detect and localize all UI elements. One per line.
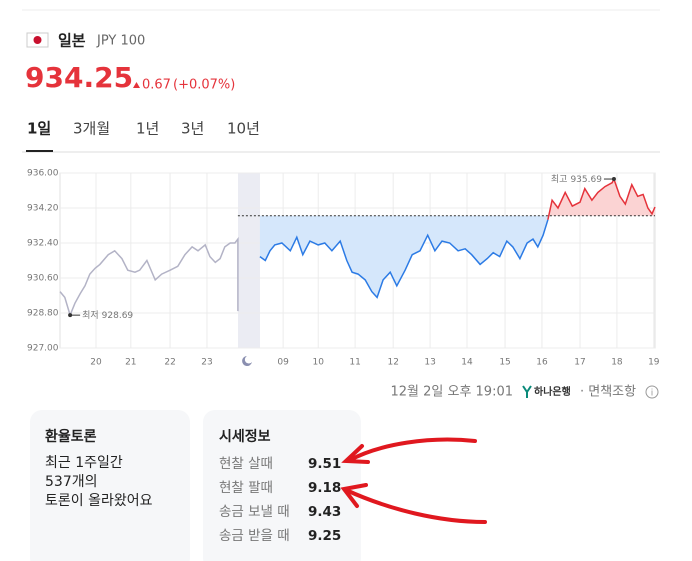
x-tick-label: 15: [499, 358, 510, 368]
arrowhead: [340, 483, 368, 508]
x-tick-label: 17: [574, 358, 585, 368]
x-tick-label: 23: [201, 358, 212, 368]
x-tick-label: 11: [349, 358, 360, 368]
x-tick-label: 14: [461, 358, 473, 368]
quote-label: 현찰 살때: [219, 456, 273, 472]
extreme-label-value: 935.69: [570, 175, 602, 185]
price-line: [259, 219, 549, 299]
tab[interactable]: 3년: [181, 120, 204, 138]
price-line: [59, 236, 239, 318]
up-icon: [133, 82, 140, 88]
change-pct: (+0.07%): [173, 78, 235, 93]
x-tick-label: 12: [387, 358, 398, 368]
chart: 927.00 928.80 930.60 932.40 934.20 936.00 20 21…: [27, 169, 660, 368]
info-icon[interactable]: [645, 385, 659, 399]
extreme-label: 최고 935.69: [551, 174, 602, 185]
disclaimer[interactable]: · 면책조항: [580, 385, 636, 400]
annotation-arrow: [344, 488, 487, 524]
price-line: [547, 176, 656, 220]
tab[interactable]: 10년: [227, 120, 260, 138]
change: 0.67: [142, 78, 171, 93]
y-tick-label: 928.80: [27, 309, 59, 319]
quote-value: 9.43: [308, 504, 341, 520]
tab[interactable]: 1일: [27, 120, 51, 138]
quote-value: 9.18: [308, 480, 341, 496]
quote-label: 현찰 팔때: [219, 480, 273, 496]
quote-label: 송금 보낼 때: [219, 504, 290, 520]
extreme-label-value: 928.69: [102, 311, 134, 321]
night-icon: [242, 356, 252, 366]
x-tick-label: 19: [648, 358, 660, 368]
quotes-card: [203, 410, 361, 561]
annotation-arrow: [348, 437, 477, 462]
x-tick-label: 18: [611, 358, 623, 368]
flag-sun: [33, 36, 42, 44]
quotes-rows: 현찰 살때 9.51 현찰 팔때 9.18 송금 보낼 때 9.43 송금 받을 때 9.25: [219, 456, 341, 544]
extreme-label-name: 최고: [551, 174, 568, 185]
tab[interactable]: 3개월: [73, 120, 110, 138]
area: [259, 215, 548, 298]
x-tick-label: 10: [313, 358, 325, 368]
country: 일본: [58, 32, 86, 50]
discussion-card[interactable]: [30, 410, 190, 561]
discussion-line: 최근 1주일간: [45, 455, 123, 471]
tabs: 1일 3개월 1년 3년 10년: [27, 120, 260, 138]
x-tick-label: 09: [277, 358, 289, 368]
y-tick-label: 927.00: [27, 344, 59, 354]
x-tick-label: 21: [125, 358, 136, 368]
currency: JPY 100: [96, 34, 145, 49]
y-tick-label: 934.20: [27, 204, 59, 214]
x-tick-label: 22: [164, 358, 175, 368]
y-tick-label: 932.40: [27, 239, 59, 249]
area: [547, 179, 655, 220]
quote-value: 9.51: [308, 456, 341, 472]
bank-logo: [522, 385, 532, 398]
quotes-title: 시세정보: [219, 428, 271, 445]
x-tick-label: 16: [536, 358, 548, 368]
bank: 하나은행: [534, 385, 571, 398]
price: 934.25: [25, 61, 133, 94]
discussion-line: 토론이 올라왔어요: [45, 493, 153, 509]
info-glyph: i: [651, 389, 654, 399]
y-tick-label: 930.60: [27, 274, 59, 284]
quote-value: 9.25: [308, 528, 341, 544]
discussion-title: 환율토론: [45, 428, 97, 445]
extreme-label-name: 최저: [82, 310, 99, 321]
arrowhead: [341, 444, 370, 464]
extreme-label: 최저 928.69: [82, 310, 133, 321]
night-band: [238, 173, 260, 348]
x-tick-label: 13: [424, 358, 435, 368]
timestamp: 12월 2일 오후 19:01: [390, 385, 513, 400]
tab[interactable]: 1년: [136, 120, 159, 138]
x-tick-label: 20: [90, 358, 102, 368]
quote-label: 송금 받을 때: [219, 528, 290, 544]
y-tick-label: 936.00: [27, 169, 59, 179]
discussion-line: 537개의: [45, 474, 97, 490]
